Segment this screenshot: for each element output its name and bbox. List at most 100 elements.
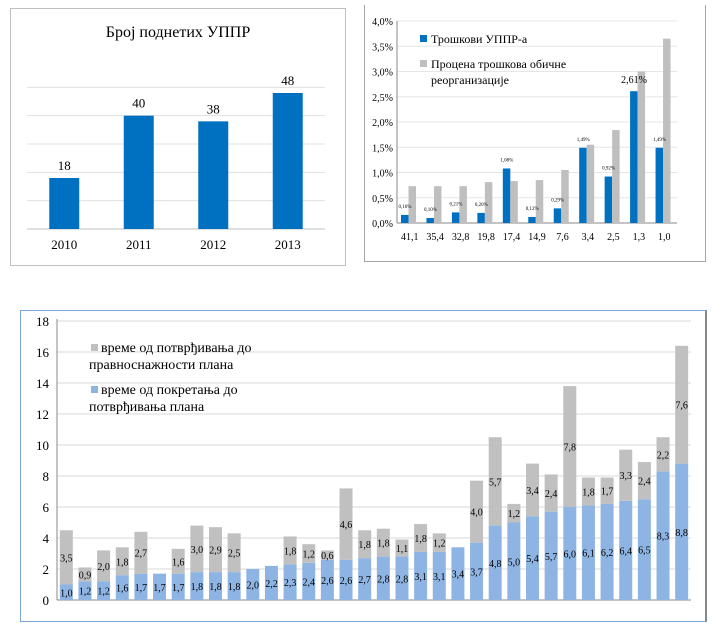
y-tick-label: 8: [43, 469, 50, 484]
bar-segment-confirm-to-final: [339, 488, 353, 560]
data-label: 2,0: [97, 562, 110, 573]
bar-segment-confirm-to-final: [619, 449, 633, 501]
legend-label-confirm-to-final: време од потврђивања до: [101, 341, 252, 356]
data-label: 1,8: [209, 582, 222, 593]
bar-segment-start-to-confirm: [451, 547, 465, 600]
bar-costs: [630, 91, 638, 223]
bar-segment-start-to-confirm: [339, 559, 353, 600]
legend-label-start-to-confirm: време од покретања до: [101, 383, 238, 398]
x-tick-label: 19,8: [477, 232, 495, 243]
data-label: 48: [281, 73, 294, 88]
data-label: 6,4: [619, 546, 632, 557]
bar-segment-confirm-to-final: [637, 462, 651, 500]
x-tick-label: 35,4: [426, 232, 444, 243]
bar-estimate: [612, 130, 620, 223]
bar-segment-start-to-confirm: [470, 542, 484, 600]
x-tick-label: 3,4: [582, 232, 595, 243]
data-label: 1,2: [97, 587, 110, 598]
data-label: 2,6: [340, 576, 353, 587]
bar-segment-start-to-confirm: [619, 500, 633, 600]
legend-label-confirm-to-final-cont: правноснажности плана: [89, 358, 234, 373]
data-label: 1,6: [172, 557, 185, 568]
bar-segment-confirm-to-final: [302, 544, 316, 563]
data-label: 2,7: [358, 575, 371, 586]
legend-label-estimate: Процена трошкова обичне: [431, 57, 566, 71]
y-tick-label: 4,0%: [372, 17, 393, 28]
bar-segment-confirm-to-final: [395, 539, 409, 557]
data-label: 0,29%: [551, 198, 564, 203]
bar-costs: [401, 214, 409, 223]
bar-segment-start-to-confirm: [507, 522, 521, 600]
data-label: 2,7: [135, 549, 148, 560]
bar-costs: [579, 147, 587, 223]
data-label: 18: [58, 158, 71, 173]
bar-2013: [272, 93, 303, 229]
bar-segment-start-to-confirm: [320, 559, 334, 600]
bar-estimate: [637, 71, 646, 223]
bar-segment-confirm-to-final: [470, 480, 484, 543]
bar-segment-confirm-to-final: [358, 530, 372, 559]
data-label: 4,8: [489, 559, 502, 570]
data-label: 3,3: [619, 471, 632, 482]
bar-segment-start-to-confirm: [264, 565, 278, 600]
data-label: 1,08%: [500, 158, 513, 163]
legend-swatch-start-to-confirm: [91, 386, 98, 393]
bar-segment-start-to-confirm: [227, 572, 241, 600]
x-tick-label: 1,0: [658, 232, 671, 243]
data-label: 40: [132, 96, 145, 111]
chart2-svg: 0,0% 0,5% 1,0% 1,5% 2,0% 2,5% 3,0% 3,5% 4,0% 0,16…: [372, 17, 677, 243]
data-label: 2,8: [396, 574, 409, 585]
bar-segment-confirm-to-final: [283, 536, 297, 565]
bar-estimate: [484, 182, 493, 223]
y-tick-label: 2: [43, 562, 50, 577]
y-tick-label: 2,5%: [372, 93, 393, 104]
bar-segment-start-to-confirm: [656, 471, 670, 600]
bar-costs: [655, 147, 664, 223]
y-tick-label: 1,0%: [372, 169, 393, 180]
bar-estimate: [561, 169, 569, 223]
data-label: 6,2: [601, 548, 614, 559]
chart3-svg: 0 2 4 6 8 10 12 14 16 18 1,0 3,5 1,2 0,9 1,2 2,0 1,6 1,8 1…: [36, 314, 691, 608]
y-tick-label: 3,5%: [372, 42, 393, 53]
y-tick-label: 18: [36, 314, 49, 329]
data-label: 3,4: [452, 570, 465, 581]
y-tick-label: 16: [36, 345, 50, 360]
y-tick-label: 0,5%: [372, 194, 393, 205]
bar-segment-confirm-to-final: [414, 524, 428, 552]
legend-label-costs: Трошкови УППР-а: [431, 32, 528, 46]
bar-segment-start-to-confirm: [209, 572, 222, 600]
data-label: 1,7: [601, 487, 614, 498]
bar-segment-confirm-to-final: [320, 550, 334, 560]
y-tick-label: 12: [36, 407, 49, 422]
bar-estimate: [663, 38, 671, 223]
chart-durations: 0 2 4 6 8 10 12 14 16 18 1,0 3,5 1,2 0,9 1,2 2,0 1,6 1,8 1…: [20, 310, 707, 622]
y-tick-label: 6: [43, 500, 50, 515]
y-tick-label: 1,5%: [372, 143, 393, 154]
bar-segment-start-to-confirm: [171, 573, 185, 600]
data-label: 6,1: [582, 549, 595, 560]
data-label: 5,4: [526, 554, 539, 565]
bar-segment-start-to-confirm: [488, 525, 502, 600]
x-tick-label: 7,6: [556, 232, 569, 243]
legend-swatch-estimate: [420, 60, 427, 67]
data-label: 7,6: [675, 401, 688, 412]
bar-segment-confirm-to-final: [675, 345, 689, 464]
data-label: 4,6: [340, 520, 353, 531]
data-label: 1,2: [508, 509, 520, 520]
chart-title: Број поднетих УППР: [106, 24, 251, 41]
data-label: 6,5: [638, 546, 651, 557]
x-tick-label: 2012: [200, 237, 226, 252]
data-label: 2,8: [377, 574, 390, 585]
bar-segment-start-to-confirm: [97, 581, 111, 600]
data-label: 2,2: [265, 579, 278, 590]
bar-segment-confirm-to-final: [600, 477, 614, 504]
data-label: 2,6: [321, 576, 334, 587]
bar-estimate: [408, 186, 416, 223]
bar-segment-confirm-to-final: [59, 530, 73, 585]
data-label: 0,16%: [399, 205, 412, 210]
data-label: 3,0: [191, 545, 204, 556]
data-label: 6,0: [564, 550, 577, 561]
data-label: 3,1: [414, 572, 427, 583]
y-tick-label: 14: [36, 376, 50, 391]
bar-segment-confirm-to-final: [526, 463, 539, 517]
